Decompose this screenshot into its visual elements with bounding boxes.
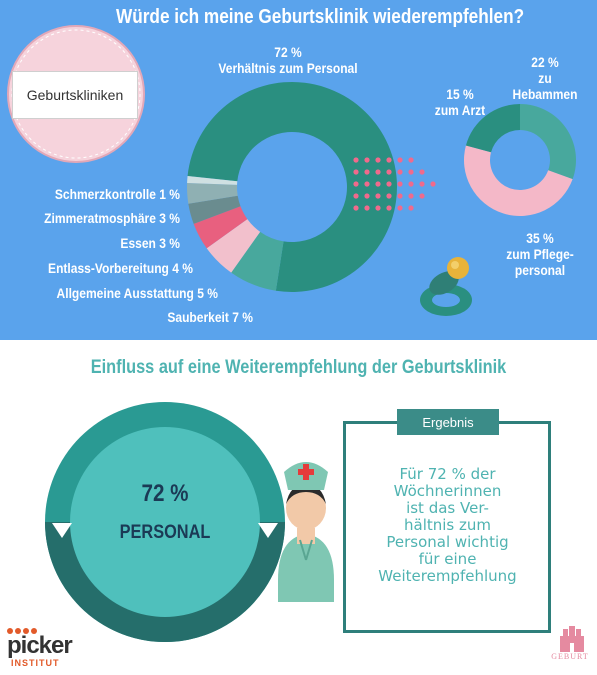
arrow-dot (353, 205, 359, 211)
arrow-dot (386, 157, 392, 163)
label-schmerzkontrolle: Schmerzkontrolle 1 % (54, 186, 180, 202)
label-hebammen: 22 % zu Hebammen (512, 54, 578, 102)
arrow-dot (397, 205, 403, 211)
donut-slice-zu-hebammen (520, 104, 576, 180)
arrow-dot (419, 193, 425, 199)
donut-slice-schmerzkontrolle (187, 176, 238, 185)
arrow-dot (364, 205, 370, 211)
arrow-dot (386, 181, 392, 187)
picker-wordmark: picker (7, 632, 73, 659)
arrow-dot (375, 193, 381, 199)
arrow-dot (419, 181, 425, 187)
section2-graphics (7, 402, 584, 652)
personal-ring (45, 402, 285, 642)
label-essen: Essen 3 % (120, 235, 180, 251)
donut-slice-essen (188, 195, 241, 224)
arrow-dot (408, 193, 414, 199)
arrow-dot (408, 169, 414, 175)
picker-dots-icon (7, 628, 37, 634)
arrow-dot (375, 181, 381, 187)
personal-percent: 72 % (141, 480, 189, 507)
geburt-wordmark: GEBURT (551, 652, 589, 661)
arrow-dot (375, 157, 381, 163)
top-graphics (7, 25, 576, 316)
arrow-dot (353, 169, 359, 175)
arrow-dot (397, 193, 403, 199)
arrow-dot (430, 181, 436, 187)
main-donut-chart (187, 81, 397, 292)
arrow-dot (386, 193, 392, 199)
pacifier-icon (420, 257, 472, 316)
arrow-dot (419, 169, 425, 175)
castle-icon (560, 626, 584, 652)
arrow-dot (386, 205, 392, 211)
donut-slice-entlass-vorbereitung (193, 206, 248, 249)
arrow-dot (353, 193, 359, 199)
category-badge: Geburtskliniken (12, 71, 138, 119)
page-title: Würde ich meine Geburtsklinik wiederempf… (116, 6, 525, 28)
donut-slice-zimmeratmosphäre (187, 182, 238, 204)
section-title: Einfluss auf eine Weiterempfehlung der G… (90, 357, 507, 378)
arrow-dot (397, 169, 403, 175)
arrow-dot (386, 169, 392, 175)
arrow-dot (408, 205, 414, 211)
nurse-icon (278, 462, 334, 602)
label-personal: 72 % Verhältnis zum Personal (218, 44, 358, 76)
result-box (343, 421, 551, 633)
arrow-dot (364, 157, 370, 163)
personal-label: PERSONAL (119, 522, 211, 543)
donut-slice-zum-pflegepersonal (463, 145, 573, 217)
arrow-dot (353, 157, 359, 163)
geburt-logo: GEBURT (548, 622, 592, 661)
dotted-arrow-icon (353, 157, 436, 211)
label-arzt: 15 % zum Arzt (434, 86, 486, 118)
arrow-dot (397, 181, 403, 187)
donut-slice-zum-arzt (465, 104, 520, 153)
arrow-dot (397, 157, 403, 163)
arrow-dot (364, 193, 370, 199)
label-ausstattung: Allgemeine Ausstattung 5 % (56, 285, 218, 301)
picker-logo: picker INSTITUT (7, 626, 73, 669)
label-pflegepersonal: 35 % zum Pflege- personal (506, 230, 574, 278)
donut-slice-allgemeine-ausstattung (206, 219, 261, 273)
arrow-dot (408, 157, 414, 163)
small-donut-chart (463, 104, 576, 217)
arrow-dot (408, 181, 414, 187)
picker-subtitle: INSTITUT (11, 658, 60, 668)
arrow-dot (375, 205, 381, 211)
label-sauberkeit: Sauberkeit 7 % (167, 309, 253, 325)
label-entlass: Entlass-Vorbereitung 4 % (48, 260, 193, 276)
result-tab: Ergebnis (397, 409, 499, 435)
result-text: Für 72 % der Wöchnerinnen ist das Ver- h… (378, 465, 517, 585)
arrow-dot (364, 181, 370, 187)
donut-slice-sauberkeit (231, 231, 284, 291)
arrow-dot (375, 169, 381, 175)
label-zimmeratmosphaere: Zimmeratmosphäre 3 % (44, 210, 180, 226)
arrow-dot (364, 169, 370, 175)
arrow-dot (353, 181, 359, 187)
donut-slice-verhältnis-zum-personal (187, 81, 397, 292)
